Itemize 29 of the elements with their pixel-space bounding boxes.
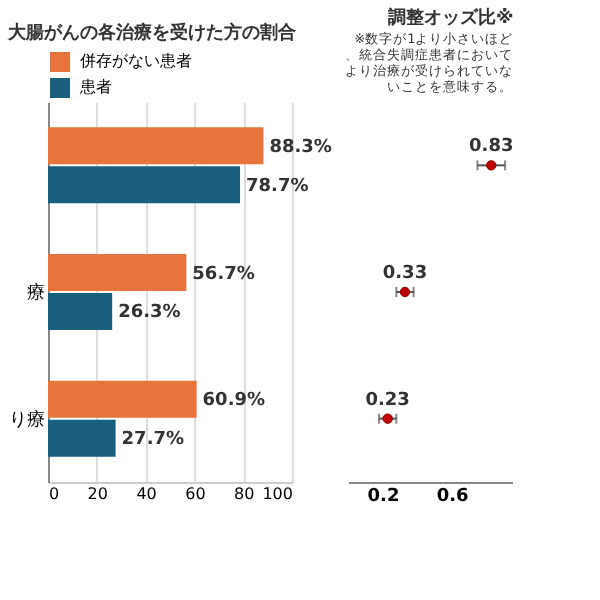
chart-title: 大腸がんの各治療を受けた方の割合	[8, 22, 298, 44]
legend-label: 併存がない患者	[80, 52, 192, 70]
data-label: 27.7%	[121, 430, 185, 451]
y-tick-label: り療	[9, 408, 45, 431]
y-tick-label: 療	[27, 282, 45, 304]
data-label: 56.7%	[192, 264, 255, 285]
x-tick-label: 60	[185, 485, 206, 503]
x-tick-label: 20	[87, 485, 108, 503]
x-tick-label: 0	[49, 485, 60, 503]
bar	[48, 419, 116, 457]
data-label: 88.3%	[269, 137, 332, 158]
x-tick-label: 80	[234, 485, 255, 503]
bar	[48, 292, 113, 330]
x-tick-label: 0.2	[367, 487, 400, 507]
x-tick-label: 40	[136, 485, 157, 503]
data-label: 0.83	[469, 137, 514, 158]
data-label: 78.7%	[246, 176, 309, 197]
chart-title: 調整オッズ比※	[385, 7, 514, 29]
bar	[48, 380, 197, 418]
x-tick-label: 0.6	[436, 487, 469, 507]
bar	[48, 166, 241, 204]
bar	[48, 254, 187, 292]
data-label: 0.33	[382, 264, 428, 284]
bar	[48, 127, 264, 165]
data-label: 60.9%	[202, 391, 266, 412]
data-label: 26.3%	[118, 303, 181, 324]
x-tick-label: 100	[262, 485, 293, 503]
legend-label: 患者	[78, 78, 112, 96]
data-label: 0.23	[365, 390, 410, 411]
